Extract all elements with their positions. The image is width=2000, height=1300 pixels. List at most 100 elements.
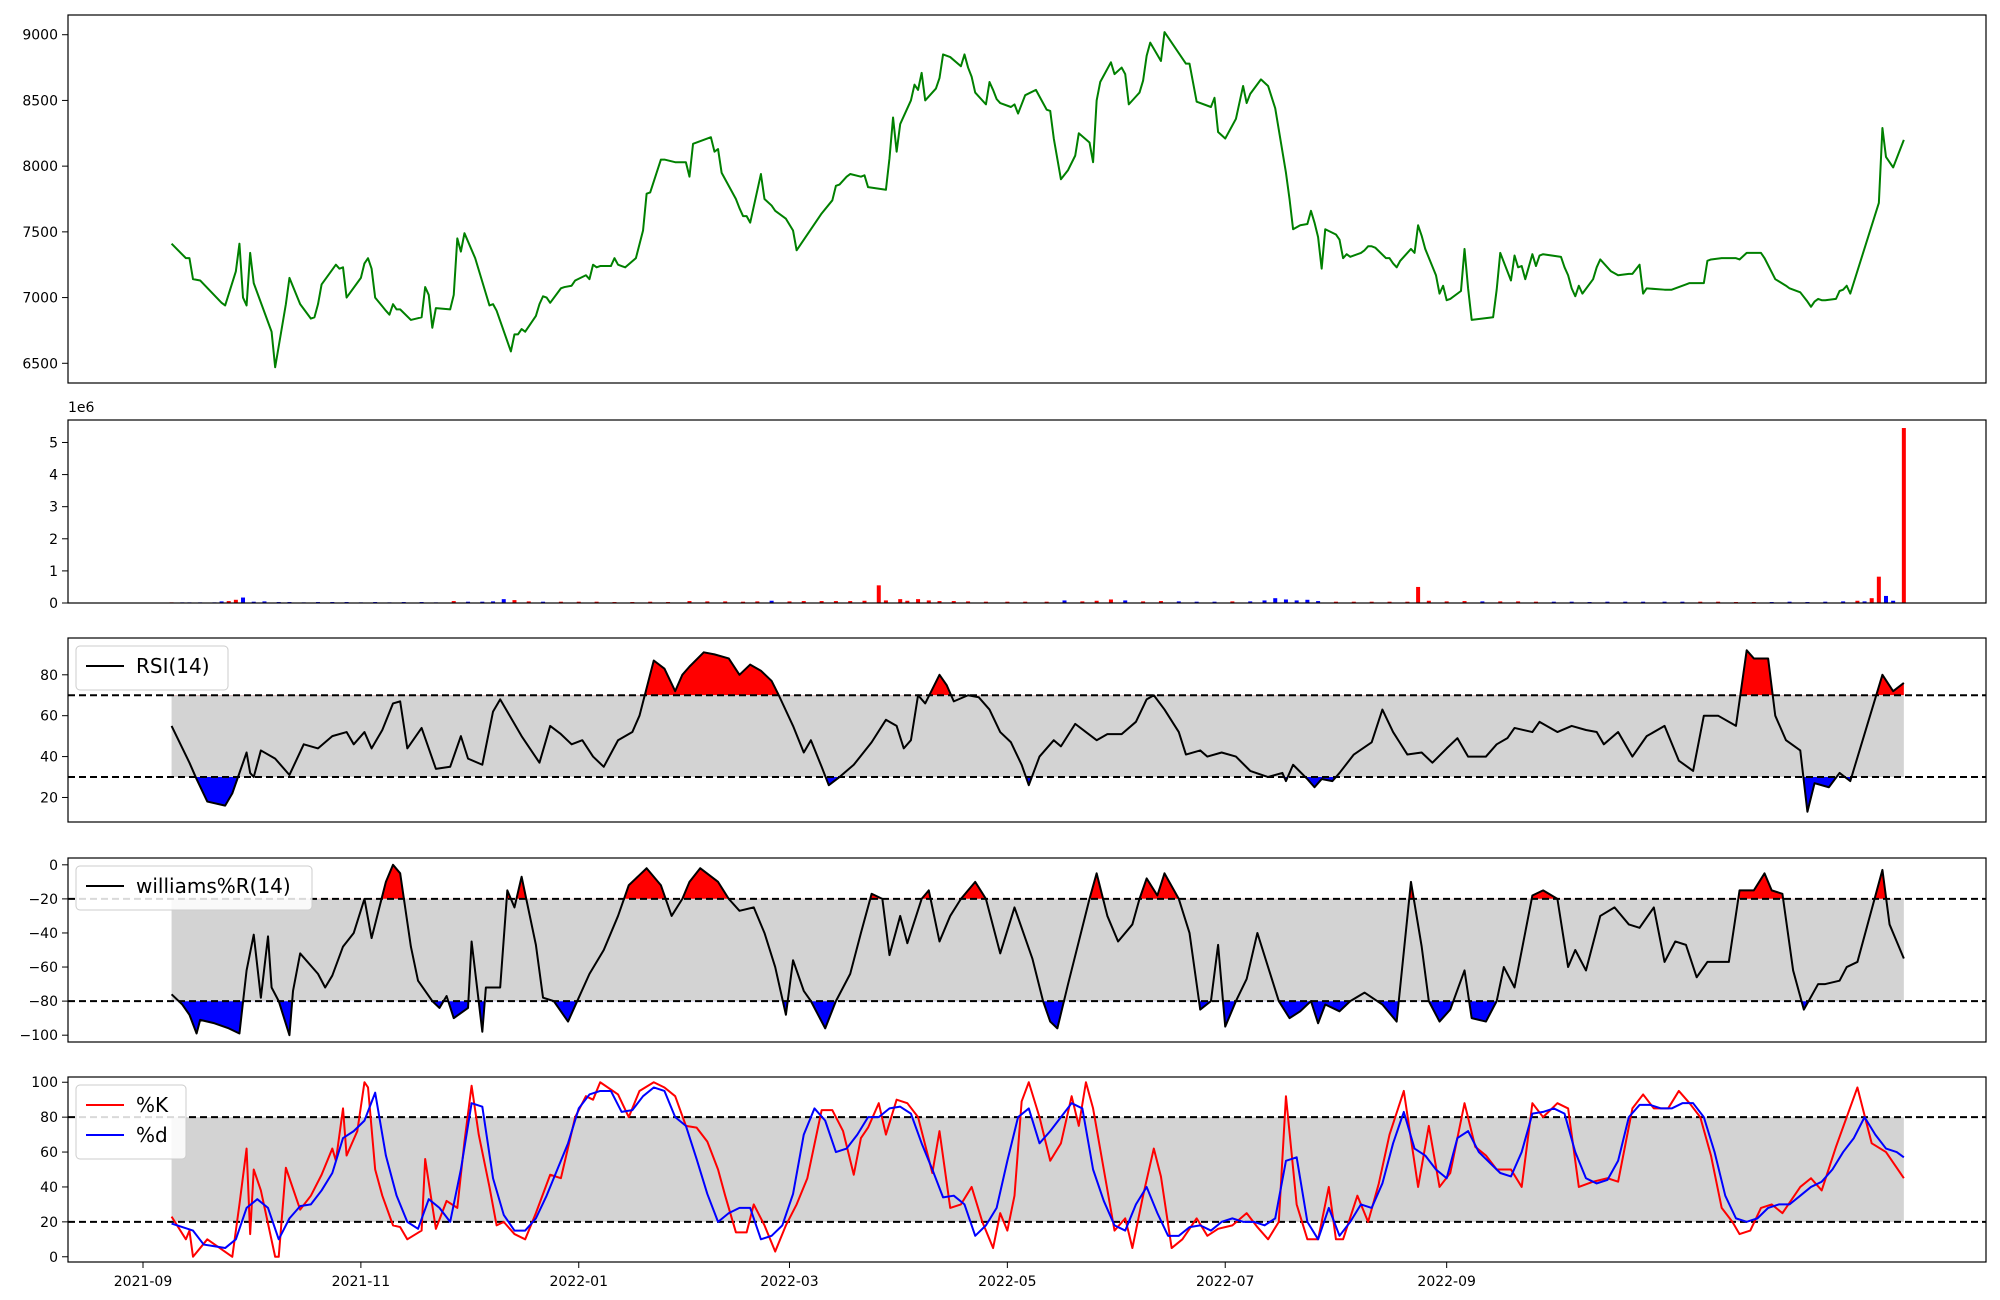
volume-bar <box>1426 600 1431 603</box>
x-tick-label: 2021-09 <box>114 1274 173 1290</box>
volume-bar <box>501 599 506 603</box>
volume-axes-frame <box>67 419 1987 604</box>
stochastic-panel: %K %d 0 20 40 60 80 100 2021-09 2021-11 2022-01 202… <box>31 1075 1987 1290</box>
williams-legend: williams%R(14) <box>75 865 313 911</box>
volume-bar <box>1351 601 1356 603</box>
volume-bar <box>1158 601 1163 603</box>
stochastic-series-line-0 <box>170 1081 1905 1258</box>
volume-bar <box>1405 601 1410 603</box>
y-tick-label: 2 <box>49 532 58 548</box>
volume-bar <box>983 601 988 603</box>
rsi-panel: RSI(14) 20 40 60 80 <box>40 637 1987 823</box>
volume-bar <box>883 600 888 603</box>
volume-bar <box>1094 600 1099 603</box>
x-tick-label: 2022-03 <box>760 1274 819 1290</box>
rsi-legend: RSI(14) <box>75 645 229 691</box>
volume-bar <box>1044 601 1049 603</box>
volume-bar <box>1387 601 1392 603</box>
y-tick-label: 0 <box>49 858 58 874</box>
y-tick-label: 9000 <box>22 28 58 44</box>
volume-bar <box>1262 600 1267 603</box>
volume-bar <box>1533 601 1538 603</box>
y-tick-label: 5 <box>49 435 58 451</box>
volume-offset-label: 1e6 <box>68 400 95 416</box>
x-tick-label: 2022-01 <box>550 1274 609 1290</box>
volume-bar <box>1883 595 1888 603</box>
volume-bar <box>951 601 956 603</box>
volume-bar <box>480 601 485 603</box>
price-panel: 6500 7000 7500 8000 8500 9000 <box>22 14 1987 384</box>
volume-bar <box>1444 601 1449 603</box>
volume-bar <box>1333 601 1338 603</box>
volume-bar <box>801 601 806 603</box>
volume-bar <box>526 601 531 603</box>
volume-bar <box>1787 601 1792 603</box>
volume-panel: 1e6 0 1 2 3 4 5 <box>49 400 1987 612</box>
y-tick-label: 60 <box>40 1145 58 1161</box>
x-tick-label: 2022-05 <box>978 1274 1037 1290</box>
y-tick-label: 40 <box>40 750 58 766</box>
y-tick-label: 20 <box>40 1215 58 1231</box>
volume-bar <box>262 601 267 603</box>
volume-bar <box>1294 600 1299 603</box>
volume-bar <box>1316 601 1321 603</box>
volume-bar <box>1305 599 1310 603</box>
price-axes-frame <box>67 14 1987 384</box>
williams-neutral-band <box>171 898 1904 1002</box>
y-tick-label: −20 <box>28 892 58 908</box>
volume-bar <box>1891 600 1896 603</box>
volume-bar <box>1855 600 1860 603</box>
y-tick-label: 8500 <box>22 93 58 109</box>
volume-bar <box>787 601 792 603</box>
volume-bar <box>905 600 910 603</box>
williams-series-line-0 <box>170 863 1905 1037</box>
volume-bar <box>1605 601 1610 603</box>
volume-bar <box>755 601 760 603</box>
volume-bar <box>1862 601 1867 603</box>
volume-bar <box>648 601 653 603</box>
y-tick-label: 80 <box>40 668 58 684</box>
volume-bar <box>451 601 456 603</box>
volume-bar <box>966 601 971 603</box>
legend-box <box>75 865 313 911</box>
y-tick-label: 80 <box>40 1110 58 1126</box>
legend-label: williams%R(14) <box>136 874 291 898</box>
legend-box <box>75 1084 187 1160</box>
stochastic-legend: %K %d <box>75 1084 187 1160</box>
volume-bar <box>705 601 710 603</box>
volume-bar <box>916 599 921 603</box>
y-tick-label: 7500 <box>22 225 58 241</box>
volume-bar <box>576 601 581 603</box>
volume-bar <box>1283 599 1288 603</box>
volume-bar <box>1141 601 1146 603</box>
y-tick-label: 3 <box>49 500 58 516</box>
volume-bar <box>251 601 256 603</box>
volume-bar <box>926 600 931 603</box>
volume-bar <box>1273 598 1278 603</box>
volume-bar <box>898 599 903 603</box>
legend-label: %d <box>136 1123 168 1147</box>
volume-bar <box>876 585 881 603</box>
volume-bar <box>1516 601 1521 603</box>
volume-bar <box>233 599 238 603</box>
y-tick-label: 20 <box>40 790 58 806</box>
volume-bar <box>862 600 867 603</box>
volume-bar <box>1480 601 1485 603</box>
volume-bar <box>1123 600 1128 603</box>
volume-bar <box>1023 601 1028 603</box>
volume-bar <box>1498 601 1503 603</box>
volume-bar <box>1176 601 1181 603</box>
y-tick-label: −40 <box>28 926 58 942</box>
legend-label: RSI(14) <box>136 654 210 678</box>
volume-bar <box>819 601 824 603</box>
volume-bar <box>848 601 853 603</box>
y-tick-label: −100 <box>20 1028 58 1044</box>
volume-bar <box>558 601 563 603</box>
volume-bar <box>466 601 471 603</box>
volume-bar <box>1901 428 1906 603</box>
y-tick-label: −60 <box>28 960 58 976</box>
williams-panel: williams%R(14) −100 −80 −60 −40 −20 0 <box>20 857 1987 1044</box>
volume-bar <box>594 601 599 603</box>
volume-bar <box>1005 601 1010 603</box>
